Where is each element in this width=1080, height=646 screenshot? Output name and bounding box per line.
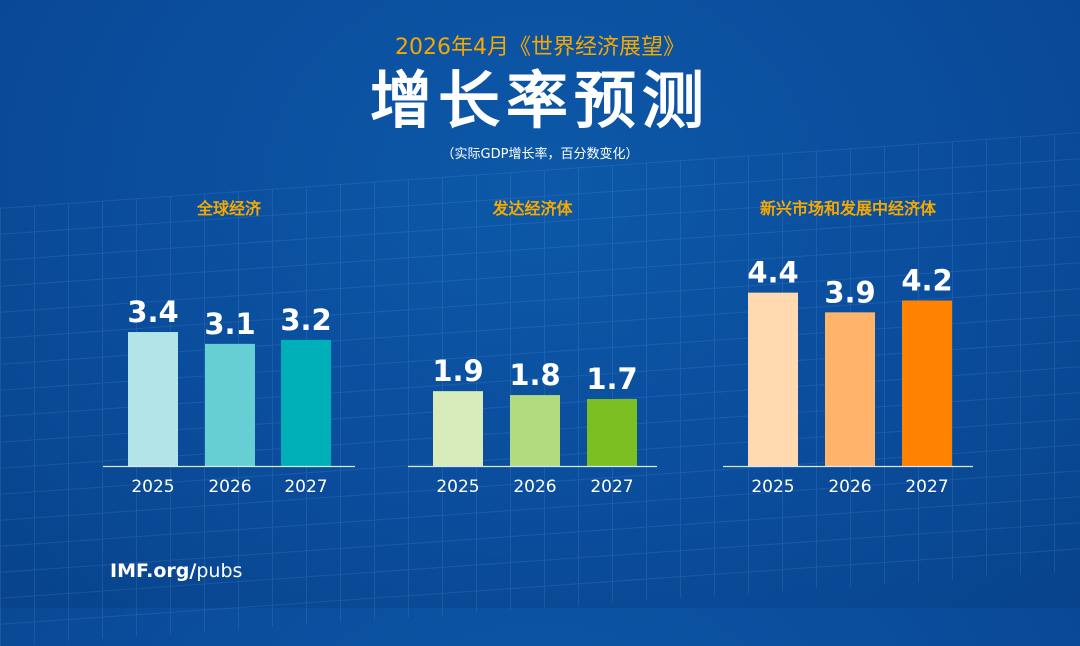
bar <box>128 332 178 466</box>
x-tick-label: 2027 <box>905 477 948 497</box>
footer-link[interactable]: IMF.org/pubs <box>110 559 242 583</box>
footer-path: pubs <box>196 560 243 582</box>
x-tick-label: 2026 <box>208 477 251 497</box>
bar-charts: 3.4 2025 3.1 2026 3.2 2027 1.9 2025 1.8 2026 1.7 20… <box>103 256 973 497</box>
data-label: 3.9 <box>824 275 875 309</box>
x-tick-label: 2025 <box>131 477 174 497</box>
data-label: 3.2 <box>280 303 331 337</box>
x-tick-label: 2026 <box>513 477 556 497</box>
data-label: 3.1 <box>204 307 255 341</box>
x-tick-label: 2027 <box>284 477 327 497</box>
x-tick-label: 2027 <box>590 477 633 497</box>
report-subtitle: 2026年4月《世界经济展望》 <box>395 35 685 60</box>
bar <box>825 312 875 466</box>
data-label: 3.4 <box>127 295 178 329</box>
data-label: 1.7 <box>586 362 637 396</box>
page-title: 增长率预测 <box>369 64 710 137</box>
bar <box>433 391 483 466</box>
footer-domain: IMF.org/ <box>110 560 197 582</box>
bar <box>748 292 798 466</box>
x-tick-label: 2026 <box>828 477 871 497</box>
x-tick-label: 2025 <box>751 477 794 497</box>
data-label: 4.4 <box>747 256 798 290</box>
panel-title-advanced: 发达经济体 <box>492 199 573 218</box>
bar <box>902 300 952 466</box>
bar <box>587 399 637 466</box>
bar <box>510 395 560 466</box>
bar <box>205 343 255 466</box>
data-label: 1.8 <box>509 358 560 392</box>
data-label: 1.9 <box>432 354 483 388</box>
x-tick-label: 2025 <box>436 477 479 497</box>
panel-title-emerging: 新兴市场和发展中经济体 <box>759 199 936 218</box>
bar <box>281 339 331 466</box>
units-note: （实际GDP增长率，百分数变化） <box>441 147 639 162</box>
data-label: 4.2 <box>901 264 952 298</box>
panel-title-global: 全球经济 <box>196 199 261 218</box>
